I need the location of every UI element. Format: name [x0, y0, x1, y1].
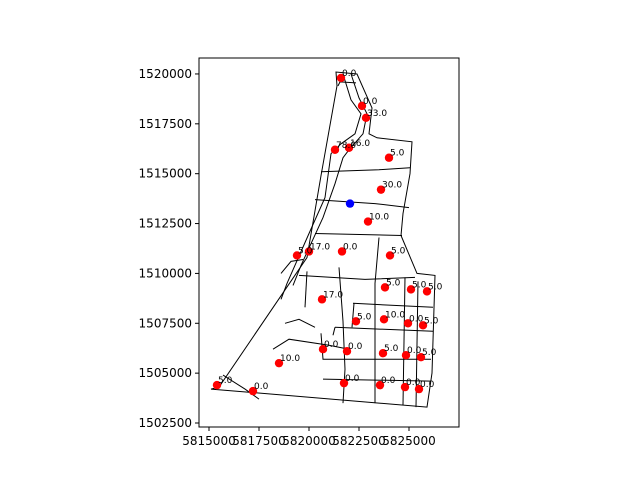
y-tick-label: 1512500: [139, 217, 192, 231]
x-tick-label: 5822500: [332, 434, 385, 448]
point-label: 30.0: [382, 181, 402, 191]
point-label: 0.0: [381, 376, 396, 386]
y-tick-label: 1505000: [139, 366, 192, 380]
y-axis: 1502500 1505000 1507500 1510000 1512500 15150…: [139, 67, 199, 430]
point-label: 5.0: [218, 376, 233, 386]
point-label: 0.0: [406, 378, 421, 388]
x-tick-label: 5815000: [182, 434, 235, 448]
point-label: 5.0: [390, 149, 405, 159]
point-label: 0.0: [409, 314, 424, 324]
point-label: 5.0: [386, 278, 401, 288]
point-label: 16.0: [350, 139, 370, 149]
point-label: 0.0: [345, 374, 360, 384]
point-label: 5.0: [422, 348, 437, 358]
y-tick-label: 1510000: [139, 266, 192, 280]
point-label: 0.0: [324, 340, 339, 350]
x-tick-label: 5820000: [282, 434, 335, 448]
point-label: 17.0: [310, 242, 330, 252]
y-tick-label: 1507500: [139, 316, 192, 330]
point-label: 33.0: [367, 109, 387, 119]
point-label: 5.0: [357, 312, 372, 322]
point-label: 5.0: [424, 316, 439, 326]
x-tick-label: 5825000: [382, 434, 435, 448]
point-label: 0.0: [342, 69, 357, 79]
point-label: 0.0: [420, 380, 435, 390]
point-label: 0.0: [407, 346, 422, 356]
highlight-point: [346, 199, 354, 207]
point-label: 5.0: [412, 280, 427, 290]
point-label: 5.0: [428, 282, 443, 292]
point-label: 17.0: [323, 290, 343, 300]
y-tick-label: 1515000: [139, 167, 192, 181]
point-label: 0.0: [254, 382, 269, 392]
y-tick-label: 1502500: [139, 416, 192, 430]
point-label: 10.0: [280, 354, 300, 364]
y-tick-label: 1520000: [139, 67, 192, 81]
point-label: 10.0: [385, 310, 405, 320]
point-label: 0.0: [348, 342, 363, 352]
point-label: 10.0: [369, 213, 389, 223]
y-tick-label: 1517500: [139, 117, 192, 131]
x-tick-label: 5817500: [232, 434, 285, 448]
point-label: 0.0: [343, 242, 358, 252]
point-label: 0.0: [363, 97, 378, 107]
point-label: 5.0: [384, 344, 399, 354]
point-label: 5.0: [391, 246, 406, 256]
